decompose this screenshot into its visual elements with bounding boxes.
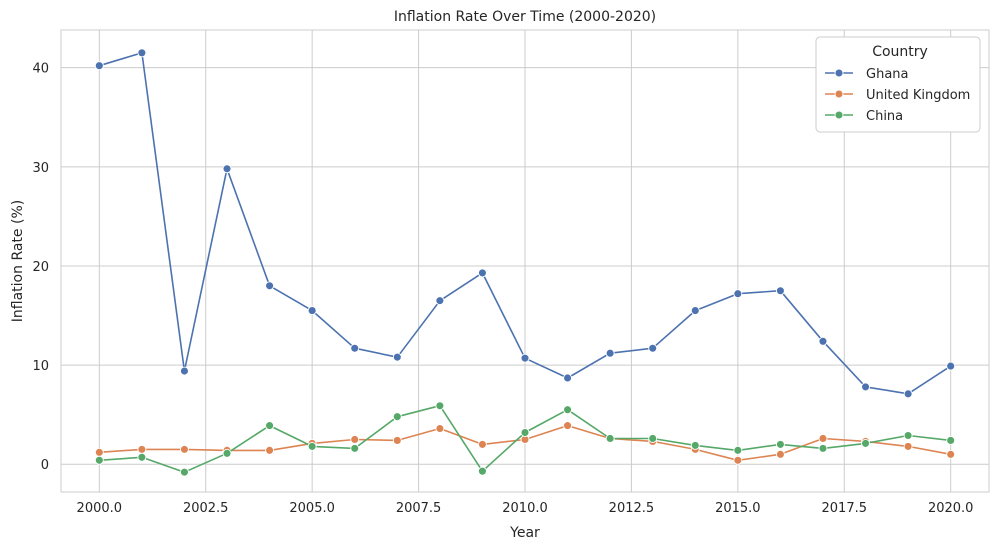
data-point-united-kingdom [435, 424, 445, 433]
data-point-ghana [137, 48, 147, 58]
data-point-ghana [775, 286, 785, 296]
data-point-china [179, 467, 189, 477]
data-point-ghana [563, 373, 573, 383]
data-point-china [648, 434, 658, 443]
data-point-ghana [350, 343, 360, 353]
x-axis-ticks: 2000.0 2002.5 2005.0 2007.5 2010.0 2012.5 2015… [77, 501, 974, 516]
data-point-china [818, 443, 828, 453]
data-point-ghana [648, 343, 658, 353]
data-point-ghana [179, 366, 189, 376]
data-point-china [903, 431, 913, 440]
x-tick-label: 2000.0 [77, 501, 123, 516]
data-point-united-kingdom [179, 444, 189, 454]
data-point-china [775, 439, 785, 449]
data-point-china [222, 448, 232, 458]
data-point-china [137, 452, 147, 462]
legend-label: Ghana [866, 67, 909, 82]
legend-box [815, 36, 981, 133]
legend-title: Country [872, 44, 928, 60]
data-point-china [733, 445, 743, 455]
legend-item-united-kingdom: United Kingdom [825, 88, 970, 103]
y-tick-label: 30 [32, 161, 49, 176]
x-tick-label: 2010.0 [502, 501, 548, 516]
data-point-china [265, 421, 275, 431]
data-point-ghana [861, 382, 871, 392]
data-point-ghana [265, 281, 275, 291]
data-point-china [946, 435, 956, 445]
data-point-united-kingdom [946, 449, 956, 459]
series-lines [94, 48, 956, 477]
x-tick-label: 2007.5 [396, 501, 442, 516]
data-point-china [605, 434, 615, 443]
data-point-china [94, 455, 104, 465]
data-point-united-kingdom [392, 435, 402, 445]
data-point-united-kingdom [818, 434, 828, 443]
data-point-united-kingdom [265, 445, 275, 455]
data-point-ghana [477, 268, 487, 278]
y-tick-label: 10 [32, 359, 49, 374]
data-point-ghana [733, 289, 743, 299]
series-ghana [94, 48, 956, 399]
data-point-ghana [392, 352, 402, 362]
data-point-ghana [520, 353, 530, 363]
data-point-united-kingdom [350, 435, 360, 444]
data-point-united-kingdom [94, 447, 104, 457]
legend-item-ghana: Ghana [825, 67, 909, 82]
y-axis-ticks: 0 10 20 30 40 [32, 62, 49, 474]
x-axis-label: Year [509, 525, 540, 541]
x-tick-label: 2005.0 [289, 501, 335, 516]
legend-marker [834, 89, 844, 99]
chart-title: Inflation Rate Over Time (2000-2020) [394, 9, 656, 25]
data-point-united-kingdom [563, 421, 573, 431]
data-point-china [520, 428, 530, 437]
x-tick-label: 2020.0 [928, 501, 974, 516]
data-point-ghana [222, 164, 232, 174]
data-point-united-kingdom [477, 439, 487, 449]
data-point-united-kingdom [733, 455, 743, 465]
data-point-ghana [435, 296, 445, 306]
data-point-ghana [307, 306, 317, 316]
legend-items: Ghana United Kingdom China [825, 67, 970, 124]
legend-marker [834, 68, 844, 78]
series-china [94, 401, 956, 477]
x-tick-label: 2012.5 [609, 501, 655, 516]
data-point-china [861, 438, 871, 448]
data-point-china [477, 466, 487, 476]
data-point-united-kingdom [903, 441, 913, 451]
y-tick-label: 40 [32, 62, 49, 77]
data-point-china [435, 401, 445, 411]
x-tick-label: 2002.5 [183, 501, 229, 516]
y-tick-label: 0 [41, 458, 49, 473]
data-point-china [307, 441, 317, 451]
legend-marker [834, 110, 844, 120]
data-point-china [690, 440, 700, 450]
x-tick-label: 2015.0 [715, 501, 761, 516]
y-axis-label: Inflation Rate (%) [10, 200, 26, 322]
legend: Country Ghana United Kingdom China [815, 36, 981, 133]
y-tick-label: 20 [32, 260, 49, 275]
data-point-ghana [690, 306, 700, 316]
data-point-china [563, 405, 573, 415]
data-point-ghana [946, 361, 956, 371]
data-point-united-kingdom [137, 444, 147, 454]
legend-label: United Kingdom [866, 88, 970, 103]
x-tick-label: 2017.5 [822, 501, 868, 516]
data-point-ghana [903, 389, 913, 399]
data-point-ghana [605, 348, 615, 358]
data-point-united-kingdom [775, 449, 785, 459]
legend-label: China [866, 109, 903, 124]
data-point-ghana [94, 61, 104, 71]
data-point-ghana [818, 336, 828, 346]
data-point-china [392, 412, 402, 422]
data-point-china [350, 443, 360, 453]
legend-item-china: China [825, 109, 903, 124]
plot-area-frame [60, 29, 990, 493]
